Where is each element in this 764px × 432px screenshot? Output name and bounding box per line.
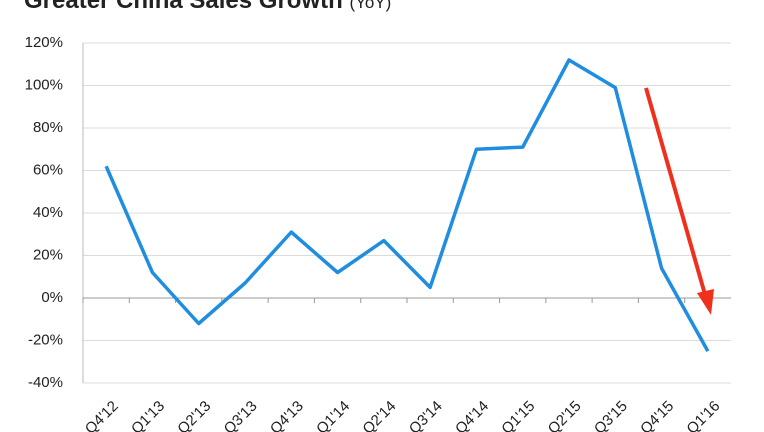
- trend-arrow: [644, 87, 714, 315]
- y-tick-label: 60%: [33, 161, 63, 178]
- title-main: Greater China Sales Growth: [24, 0, 343, 14]
- title-sub: (YoY): [349, 0, 391, 12]
- x-tick-label: Q1'16: [683, 398, 723, 432]
- x-tick-label: Q4'12: [82, 398, 122, 432]
- x-tick-label: Q2'14: [359, 398, 399, 432]
- y-tick-label: 120%: [25, 34, 63, 51]
- arrow-shaft: [644, 87, 708, 299]
- x-tick-label: Q3'13: [221, 398, 261, 432]
- x-tick-label: Q4'14: [452, 398, 492, 432]
- x-tick-label: Q2'15: [545, 398, 585, 432]
- chart-title: Greater China Sales Growth (YoY): [24, 0, 391, 14]
- y-tick-label: 40%: [33, 204, 63, 221]
- y-tick-label: 100%: [25, 76, 63, 93]
- y-tick-label: 80%: [33, 119, 63, 136]
- x-tick-label: Q4'15: [637, 398, 677, 432]
- arrow-head: [697, 289, 714, 315]
- plot-area: -40% -20% 0% 20% 40% 60% 80% 100% 120% Q4'12 Q1'13…: [25, 34, 731, 432]
- y-tick-label: 0%: [41, 289, 63, 306]
- y-tick-label: -20%: [28, 331, 63, 348]
- x-tick-label: Q3'15: [591, 398, 631, 432]
- series-line: [104, 58, 710, 352]
- x-tick-label: Q1'13: [128, 398, 168, 432]
- y-tick-label: -40%: [28, 374, 63, 391]
- x-tick-label: Q4'13: [267, 398, 307, 432]
- x-tick-label: Q3'14: [406, 398, 446, 432]
- y-tick-label: 20%: [33, 246, 63, 263]
- x-tick-label: Q2'13: [174, 398, 214, 432]
- x-tick-label: Q1'15: [498, 398, 538, 432]
- x-tick-label: Q1'14: [313, 398, 353, 432]
